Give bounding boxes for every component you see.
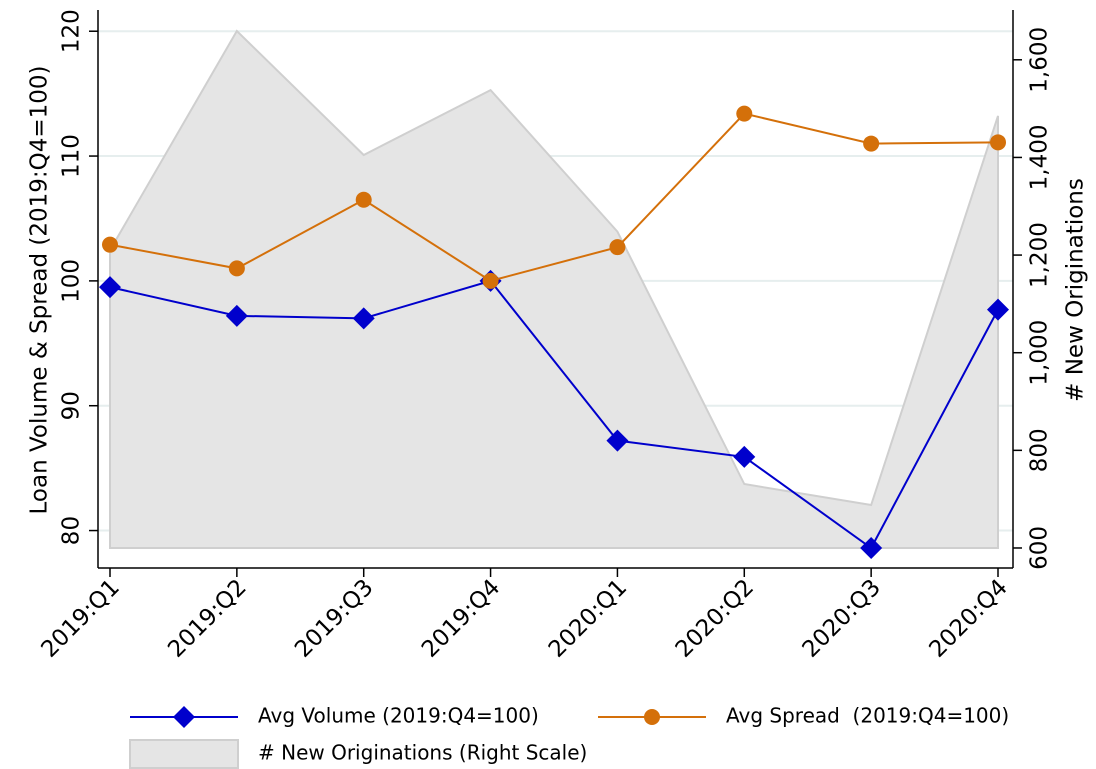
marker	[99, 276, 121, 299]
legend-item: Avg Volume (2019:Q4=100)	[130, 704, 539, 728]
x-tick-label: 2019:Q2	[163, 574, 251, 662]
marker	[644, 709, 660, 725]
y-tick-label: 90	[59, 391, 85, 420]
marker	[606, 429, 629, 452]
y2-tick-label: 1,400	[1027, 125, 1053, 191]
x-tick-label: 2020:Q3	[798, 574, 886, 662]
x-tick-label: 2019:Q1	[36, 574, 124, 662]
legend-item: Avg Spread (2019:Q4=100)	[598, 704, 1009, 728]
y-tick-label: 80	[59, 516, 85, 545]
legend-label: Avg Volume (2019:Q4=100)	[258, 704, 539, 728]
x-tick-label: 2020:Q1	[544, 574, 632, 662]
x-tick-label: 2020:Q4	[924, 574, 1012, 662]
legend-label: # New Originations (Right Scale)	[258, 741, 587, 765]
marker	[102, 236, 118, 253]
y-axis-label: Loan Volume & Spread (2019:Q4=100)	[27, 65, 53, 514]
series-line	[109, 112, 999, 282]
marker	[860, 537, 883, 560]
marker	[609, 239, 626, 256]
marker	[225, 304, 248, 327]
y2-tick-label: 1,600	[1027, 27, 1053, 93]
plot	[99, 29, 1009, 560]
series-line	[109, 279, 999, 550]
marker	[990, 134, 1006, 151]
marker	[482, 272, 499, 289]
y-tick-label: 100	[59, 259, 85, 303]
legend-swatch	[129, 739, 239, 769]
marker	[987, 298, 1009, 321]
legend-label: Avg Spread (2019:Q4=100)	[726, 704, 1009, 728]
x-tick-label: 2019:Q3	[290, 574, 378, 662]
y2-tick-label: 1,000	[1027, 320, 1053, 386]
marker	[352, 307, 375, 330]
legend-item: # New Originations (Right Scale)	[129, 739, 587, 769]
marker	[173, 706, 195, 728]
marker	[228, 260, 245, 277]
y2-axis-label: # New Originations	[1063, 178, 1089, 402]
marker	[736, 105, 753, 122]
marker	[863, 135, 880, 152]
y2-tick-label: 600	[1027, 526, 1053, 570]
marker	[733, 445, 756, 468]
y-tick-label: 110	[59, 134, 85, 178]
marker	[355, 191, 372, 208]
y2-tick-label: 1,200	[1027, 222, 1053, 288]
y2-tick-label: 800	[1027, 428, 1053, 472]
x-tick-label: 2019:Q4	[417, 574, 505, 662]
x-tick-label: 2020:Q2	[671, 574, 759, 662]
area	[109, 29, 999, 549]
y-tick-label: 120	[59, 9, 85, 53]
